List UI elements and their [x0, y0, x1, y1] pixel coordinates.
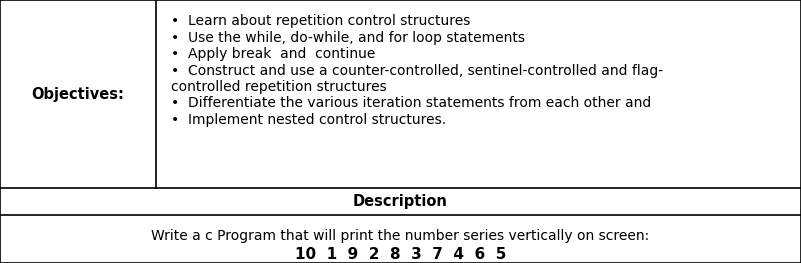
Text: 10  1  9  2  8  3  7  4  6  5: 10 1 9 2 8 3 7 4 6 5 [295, 247, 506, 262]
Text: •  Learn about repetition control structures: • Learn about repetition control structu… [171, 14, 470, 28]
Text: •  Use the while, do-while, and for loop statements: • Use the while, do-while, and for loop … [171, 31, 525, 45]
Text: •  Apply break  and  continue: • Apply break and continue [171, 47, 375, 61]
Text: Write a c Program that will print the number series vertically on screen:: Write a c Program that will print the nu… [151, 229, 650, 242]
Text: •  Construct and use a counter-controlled, sentinel-controlled and flag-: • Construct and use a counter-controlled… [171, 64, 662, 78]
Text: Objectives:: Objectives: [32, 87, 124, 102]
Text: Description: Description [353, 194, 448, 209]
Text: •  Implement nested control structures.: • Implement nested control structures. [171, 113, 445, 127]
Text: controlled repetition structures: controlled repetition structures [171, 80, 386, 94]
Text: •  Differentiate the various iteration statements from each other and: • Differentiate the various iteration st… [171, 97, 651, 110]
